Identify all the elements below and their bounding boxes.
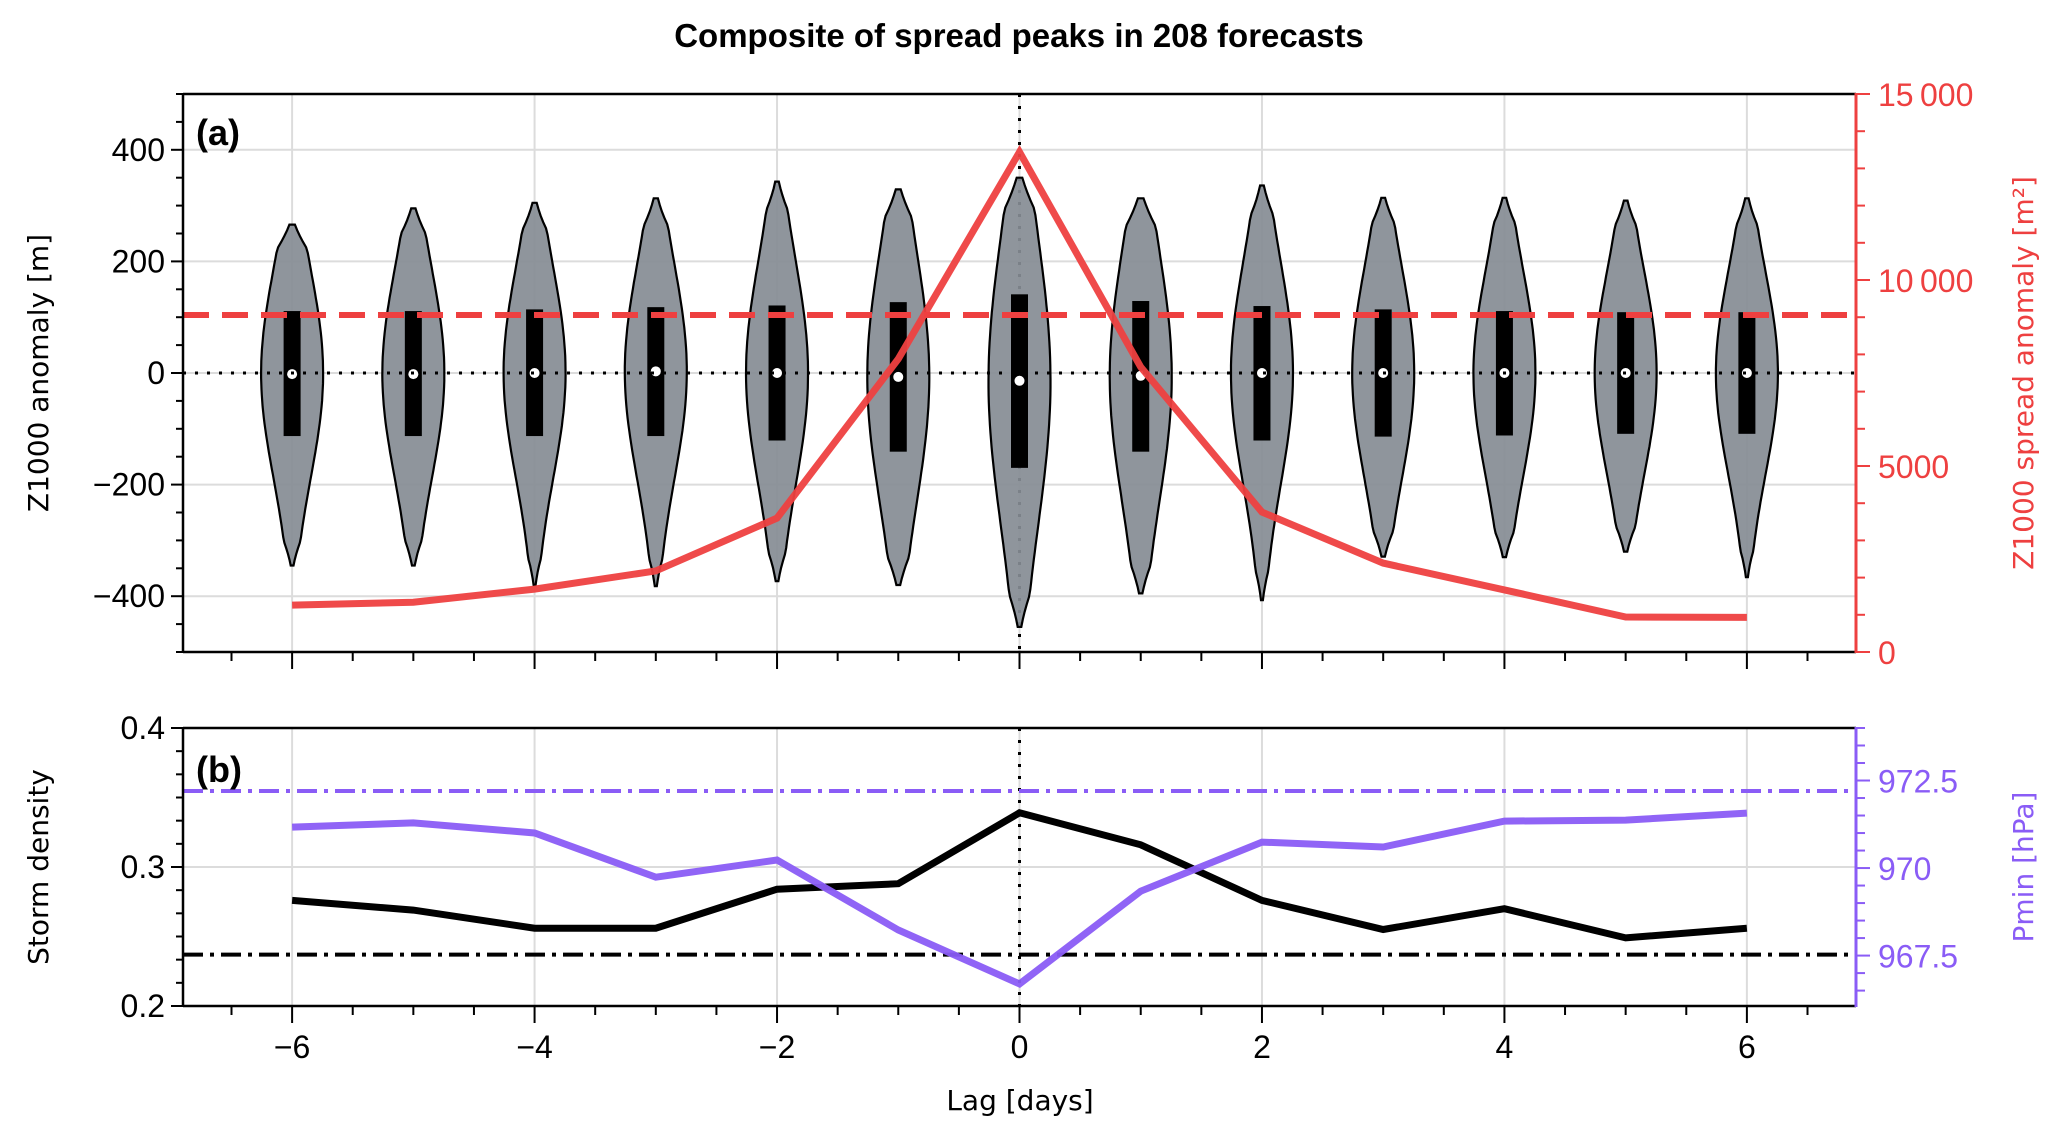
- violin-median-dot: [772, 368, 783, 378]
- chart-title: Composite of spread peaks in 208 forecas…: [674, 17, 1364, 54]
- violin: [744, 180, 810, 583]
- x-tick-label: 2: [1253, 1029, 1271, 1065]
- violin-median-dot: [529, 368, 540, 378]
- left-tick-label: 0: [147, 355, 165, 391]
- panel-a-right-axis-label: Z1000 spread anomaly [m²]: [2007, 176, 2040, 570]
- panel-a-violins: [260, 176, 1780, 629]
- x-axis: −6 −4 −2 0 2 4 6: [274, 1029, 1756, 1065]
- panel-b-right-axis-label: Pmin [hPa]: [2007, 792, 2040, 943]
- panel-b-reference-lines: [183, 789, 1856, 957]
- left-tick-label: 0.4: [121, 710, 165, 746]
- violin: [1108, 197, 1173, 595]
- right-tick-label: 5000: [1878, 449, 1949, 485]
- violin: [987, 176, 1052, 629]
- x-tick-label: 0: [1011, 1029, 1029, 1065]
- x-tick-label: −2: [759, 1029, 795, 1065]
- x-tick-label: −6: [274, 1029, 310, 1065]
- panel-a: −400 −200 0 200 400 0 5000 10 000 15 000 (a) Z10…: [22, 77, 2040, 671]
- panel-a-left-axis-label: Z1000 anomaly [m]: [22, 234, 55, 512]
- right-tick-label: 967.5: [1878, 939, 1958, 975]
- panel-a-label: (a): [196, 112, 240, 153]
- left-tick-label: 0.2: [121, 988, 165, 1024]
- x-axis-label: Lag [days]: [946, 1084, 1093, 1117]
- violin-median-dot: [1014, 375, 1025, 386]
- panel-b-label: (b): [196, 749, 242, 790]
- violin-median-dot: [893, 371, 904, 382]
- x-tick-label: 6: [1738, 1029, 1756, 1065]
- left-tick-label: 200: [112, 243, 165, 279]
- panel-b-series: [291, 809, 1748, 988]
- right-tick-label: 10 000: [1878, 263, 1973, 299]
- panel-b-axes: 0.2 0.3 0.4 967.5 970 972.5: [121, 710, 1959, 1024]
- left-tick-label: 400: [112, 132, 165, 168]
- series-pmin: [291, 809, 1748, 988]
- right-tick-label: 970: [1878, 851, 1931, 887]
- violin-median-dot: [1256, 368, 1267, 378]
- right-tick-label: 972.5: [1878, 764, 1958, 800]
- violin-median-dot: [1741, 368, 1752, 378]
- left-tick-label: 0.3: [121, 849, 165, 885]
- x-tick-label: 4: [1496, 1029, 1514, 1065]
- right-tick-label: 0: [1878, 635, 1896, 671]
- right-tick-label: 15 000: [1878, 77, 1973, 113]
- violin: [1714, 197, 1780, 579]
- violin: [502, 201, 567, 587]
- panel-a-axes: −400 −200 0 200 400 0 5000 10 000 15 000: [93, 77, 1973, 671]
- series-storm-density: [291, 809, 1748, 942]
- panel-b-left-axis-label: Storm density: [22, 769, 55, 965]
- violin-median-dot: [650, 366, 661, 377]
- panel-b: 0.2 0.3 0.4 967.5 970 972.5 (b) Storm density…: [22, 710, 2040, 1024]
- left-tick-label: −400: [93, 578, 165, 614]
- series-z1000-spread-anomaly: [292, 144, 1747, 621]
- panel-a-series: [183, 144, 1856, 621]
- x-tick-label: −4: [516, 1029, 552, 1065]
- violin: [866, 188, 931, 587]
- left-tick-label: −200: [93, 467, 165, 503]
